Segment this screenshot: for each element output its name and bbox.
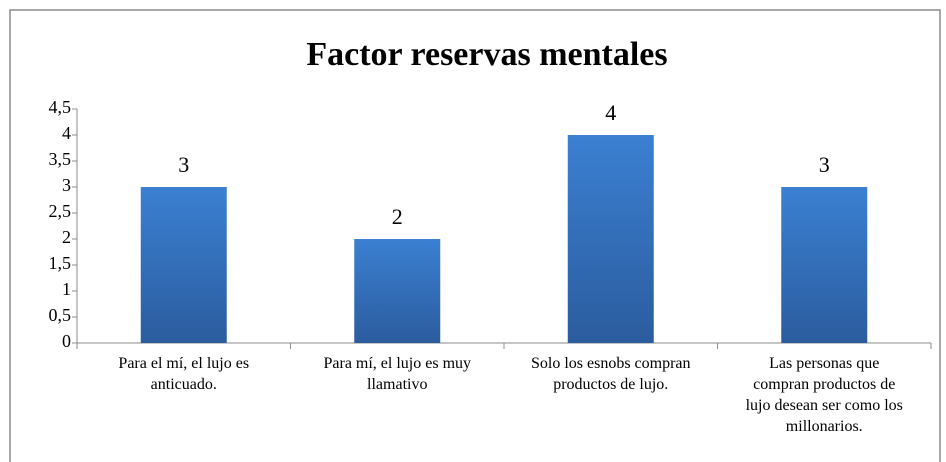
y-tick-label: 3,5 xyxy=(49,149,72,169)
x-tick-label: Para el mí, el lujo es anticuado. xyxy=(118,355,250,393)
x-tick-label-box: Solo los esnobs compran productos de luj… xyxy=(530,355,691,393)
x-tick-label: Solo los esnobs compran productos de luj… xyxy=(530,355,691,393)
x-tick-label-box: Para mí, el lujo es muy llamativo xyxy=(323,355,472,393)
data-label: 2 xyxy=(392,204,403,229)
data-label: 3 xyxy=(819,152,830,177)
x-tick-label-box: Las personas que compran productos de lu… xyxy=(745,355,903,435)
y-tick-label: 1 xyxy=(62,279,71,299)
y-tick-label: 2,5 xyxy=(49,201,72,221)
y-tick-label: 3 xyxy=(62,175,71,195)
x-tick-label: Para mí, el lujo es muy llamativo xyxy=(323,355,472,393)
y-tick-label: 1,5 xyxy=(49,253,72,273)
y-tick-label: 4,5 xyxy=(49,97,72,117)
data-label: 4 xyxy=(605,100,616,125)
y-tick-label: 4 xyxy=(62,123,71,143)
y-tick-label: 2 xyxy=(62,227,71,247)
bar xyxy=(354,239,441,343)
y-tick-label: 0 xyxy=(62,331,71,351)
data-label: 3 xyxy=(178,152,189,177)
bar xyxy=(140,187,227,343)
bar xyxy=(781,187,868,343)
y-tick-label: 0,5 xyxy=(49,305,72,325)
bar xyxy=(567,135,654,343)
chart-title: Factor reservas mentales xyxy=(306,36,667,73)
x-tick-label: Las personas que compran productos de lu… xyxy=(745,355,903,435)
x-tick-label-box: Para el mí, el lujo es anticuado. xyxy=(118,355,250,393)
